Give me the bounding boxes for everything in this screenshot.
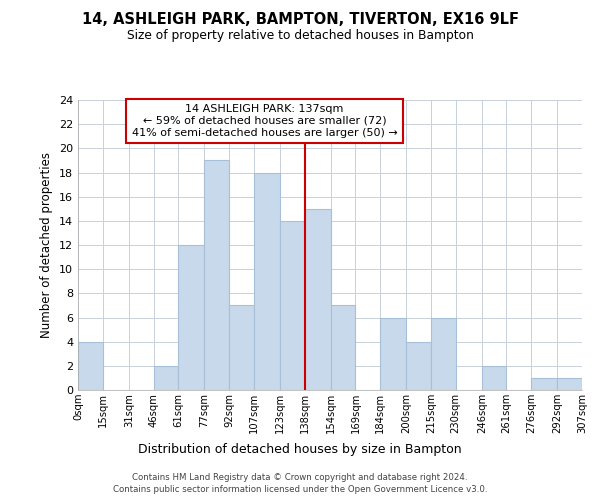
Bar — [380, 318, 406, 390]
Bar — [482, 366, 506, 390]
Bar — [205, 160, 229, 390]
Text: Contains HM Land Registry data © Crown copyright and database right 2024.: Contains HM Land Registry data © Crown c… — [132, 472, 468, 482]
Bar — [305, 209, 331, 390]
Bar — [78, 342, 103, 390]
Y-axis label: Number of detached properties: Number of detached properties — [40, 152, 53, 338]
Bar — [154, 366, 178, 390]
Bar — [229, 306, 254, 390]
Text: Contains public sector information licensed under the Open Government Licence v3: Contains public sector information licen… — [113, 485, 487, 494]
Text: 14 ASHLEIGH PARK: 137sqm
← 59% of detached houses are smaller (72)
41% of semi-d: 14 ASHLEIGH PARK: 137sqm ← 59% of detach… — [131, 104, 397, 138]
Bar — [254, 172, 280, 390]
Text: Size of property relative to detached houses in Bampton: Size of property relative to detached ho… — [127, 29, 473, 42]
Bar — [178, 245, 205, 390]
Bar — [331, 306, 355, 390]
Bar — [280, 221, 305, 390]
Bar — [531, 378, 557, 390]
Text: 14, ASHLEIGH PARK, BAMPTON, TIVERTON, EX16 9LF: 14, ASHLEIGH PARK, BAMPTON, TIVERTON, EX… — [82, 12, 518, 28]
Bar — [557, 378, 582, 390]
Bar — [406, 342, 431, 390]
Bar — [431, 318, 455, 390]
Text: Distribution of detached houses by size in Bampton: Distribution of detached houses by size … — [138, 442, 462, 456]
